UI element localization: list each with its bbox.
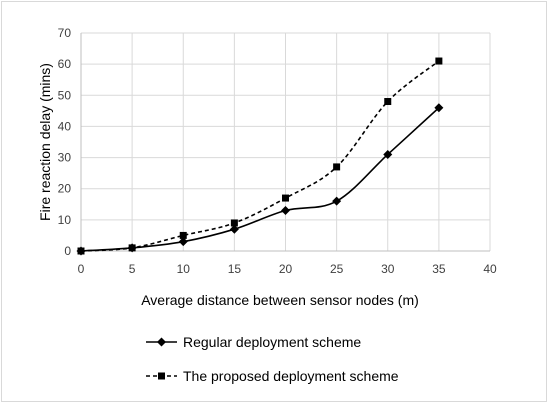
square-data-point [435,57,443,65]
legend-label: The proposed deployment scheme [183,368,399,384]
series-2 [77,57,443,255]
y-tick-label: 10 [58,213,72,227]
legend: Regular deployment scheme The proposed de… [146,334,399,384]
x-tick-label: 40 [483,262,497,276]
x-tick-label: 10 [177,262,191,276]
diamond-data-point [332,196,342,206]
diamond-data-point [229,224,239,234]
square-data-point [77,247,85,255]
diamond-data-point [178,237,188,247]
diamond-data-point [434,103,444,113]
x-tick-label: 25 [330,262,344,276]
legend-diamond-marker [157,337,166,347]
series [76,57,444,256]
square-data-point [179,231,187,239]
y-tick-label: 70 [58,26,72,40]
series-line [80,60,440,252]
y-tick-label: 30 [58,151,72,165]
grid [81,32,491,251]
x-tick-label: 30 [381,262,395,276]
square-data-point [282,194,289,202]
diamond-data-point [383,149,393,159]
y-tick-label: 0 [64,244,71,258]
y-tick-label: 50 [58,88,72,102]
x-tick-label: 35 [432,262,446,276]
square-data-point [128,244,136,252]
y-tick-label: 20 [58,182,72,196]
legend-entry: The proposed deployment scheme [146,368,399,384]
x-tick-label: 0 [78,262,85,276]
legend-entry: Regular deployment scheme [146,334,361,350]
x-tick-label: 15 [228,262,242,276]
square-data-point [333,163,341,171]
y-tick-label: 60 [58,57,72,71]
legend-label: Regular deployment scheme [183,334,361,350]
series-line [80,107,440,252]
legend-square-marker [158,372,165,380]
x-tick-label: 20 [279,262,293,276]
square-data-point [384,98,392,106]
x-tick-label: 5 [129,262,136,276]
tick-labels: 0 10 20 30 40 50 60 70 0 5 10 15 20 25 30 35 40 [58,26,497,276]
diamond-data-point [281,206,290,216]
y-tick-label: 40 [58,119,72,133]
y-axis-title: Fire reaction delay (mins) [37,63,53,221]
square-data-point [230,219,238,227]
axes [80,33,490,252]
x-axis-title: Average distance between sensor nodes (m… [141,292,419,308]
